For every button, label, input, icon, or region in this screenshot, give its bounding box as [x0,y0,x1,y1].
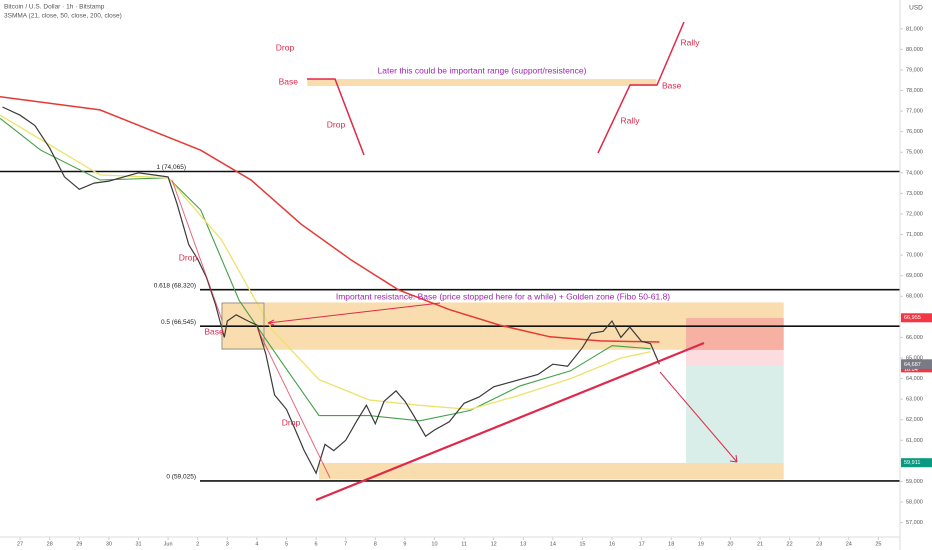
fib-label: 0.5 (66,545) [161,319,196,326]
zone [686,366,784,463]
price-line [0,114,651,411]
y-tick-label: 70,000 [906,253,923,259]
x-tick-label: 8 [374,541,377,547]
x-tick-label: 13 [520,541,526,547]
y-tick-label: 74,000 [906,170,923,176]
y-tick-label: 69,000 [906,273,923,279]
drawings [171,21,738,502]
price-tag-label: 66,955 [904,315,921,321]
y-tick-label: 77,000 [906,109,923,115]
x-tick-label: 11 [461,541,467,547]
x-tick-label: 16 [609,541,615,547]
x-tick-label: 27 [17,541,23,547]
price-tag [901,359,932,369]
x-tick-label: 10 [431,541,437,547]
countdown: 18:04 [904,367,918,373]
x-tick-label: 23 [816,541,822,547]
y-tick-label: 76,000 [906,129,923,135]
y-tick-label: 62,000 [906,417,923,423]
drop-arrows [171,179,331,479]
annotation: Rally [681,37,701,47]
price-line [2,106,660,475]
y-tick-label: 72,000 [906,211,923,217]
zone [307,79,657,87]
target-arrow [659,371,738,463]
annotation: Base [279,76,299,86]
annotation: Base [662,80,682,90]
annotation: Base [204,326,224,336]
x-tick-label: 4 [255,541,258,547]
price-tag [901,313,932,323]
x-tick-label: 28 [47,541,53,547]
symbol-title: Bitcoin / U.S. Dollar · 1h · Bitstamp [4,4,105,11]
annotation: Important resistance: Base (price stoppe… [336,291,670,301]
y-tick-label: 57,000 [906,520,923,526]
x-tick-label: 21 [757,541,763,547]
price-tag-label: 64,687 [904,362,921,368]
x-tick-label: 20 [727,541,733,547]
annotation: Drop [179,252,198,262]
x-tick-label: 3 [226,541,229,547]
x-tick-label: Jun [164,541,173,547]
annotation: Later this could be important range (sup… [378,65,587,75]
currency: USD [909,5,923,12]
y-tick-label: 66,000 [906,335,923,341]
annotation: Drop [327,119,346,129]
x-tick-label: 25 [875,541,881,547]
y-tick-label: 64,000 [906,376,923,382]
resistance-arrow [267,302,441,326]
price-tag [901,458,932,468]
fib-label: 1 (74,065) [156,164,186,171]
y-tick-label: 71,000 [906,232,923,238]
rally-line [597,21,685,154]
zone [686,349,784,367]
y-tick-label: 75,000 [906,150,923,156]
fib-label: 0 (59,025) [166,474,196,481]
x-tick-label: 9 [403,541,406,547]
price-line [0,117,651,422]
y-tick-label: 63,000 [906,397,923,403]
drop-line [307,78,365,156]
y-tick-label: 73,000 [906,191,923,197]
x-tick-label: 29 [76,541,82,547]
x-tick-label: 24 [846,541,852,547]
y-tick-label: 59,000 [906,479,923,485]
x-tick-label: 14 [550,541,556,547]
y-tick-label: 58,000 [906,499,923,505]
indicator-label: 3SMMA (21, close, 50, close, 200, close) [4,13,122,20]
zone [319,462,784,480]
y-tick-label: 68,000 [906,294,923,300]
y-tick-label: 81,000 [906,26,923,32]
y-tick-label: 80,000 [906,47,923,53]
x-tick-label: 22 [787,541,793,547]
price-tag-label: 59,911 [904,460,920,466]
y-tick-label: 79,000 [906,67,923,73]
fib-label: 0.618 (68,320) [154,282,196,289]
trend-line [315,341,705,502]
base-box [221,302,265,350]
x-tick-label: 31 [135,541,141,547]
x-tick-label: 7 [344,541,347,547]
y-tick-label: 65,000 [906,355,923,361]
x-tick-label: 12 [491,541,497,547]
x-tick-label: 18 [668,541,674,547]
annotation: Drop [276,42,295,52]
y-tick-label: 78,000 [906,88,923,94]
price-line [0,95,660,343]
x-tick-label: 30 [106,541,112,547]
annotation: Drop [282,417,301,427]
x-tick-label: 15 [579,541,585,547]
x-tick-label: 19 [698,541,704,547]
x-tick-label: 17 [639,541,645,547]
y-tick-label: 61,000 [906,438,923,444]
x-tick-label: 5 [285,541,288,547]
annotation: Rally [621,115,641,125]
x-tick-label: 2 [196,541,199,547]
x-tick-label: 6 [315,541,318,547]
